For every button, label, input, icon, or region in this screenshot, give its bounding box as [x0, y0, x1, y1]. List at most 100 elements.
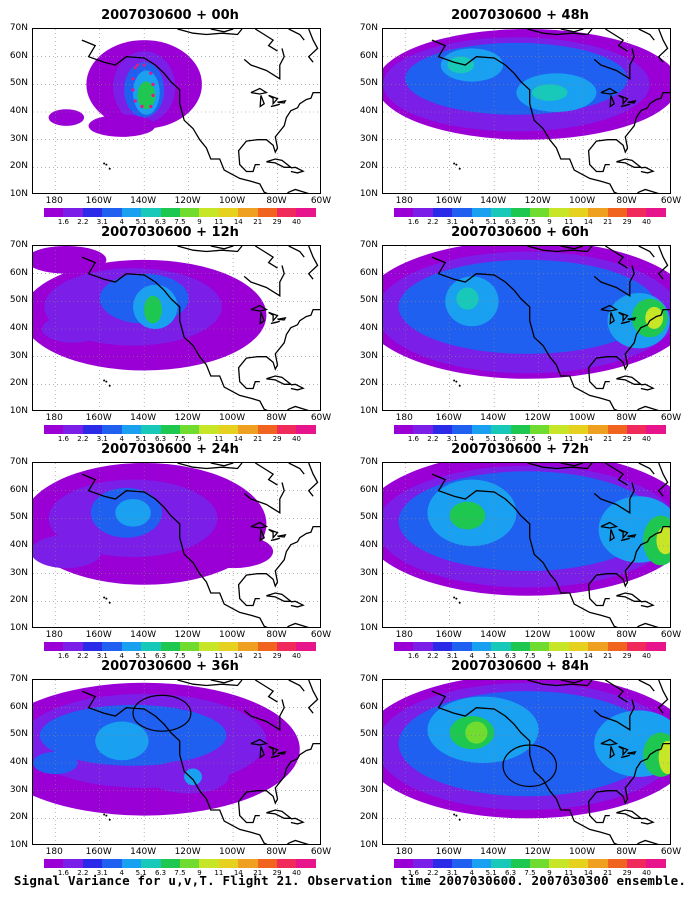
colorbar-swatch: [257, 642, 278, 651]
x-tick-label: 80W: [266, 413, 287, 423]
coastline: [286, 405, 310, 410]
colorbar-swatch: [296, 425, 316, 434]
lake-outline: [609, 529, 615, 542]
coastline: [81, 473, 268, 627]
observation-point: [131, 88, 135, 92]
y-tick-label: 20N: [359, 812, 378, 823]
lake-outline: [620, 537, 630, 542]
colorbar-swatch: [471, 859, 492, 868]
colorbar-label: 4: [469, 435, 474, 443]
coastline: [254, 680, 278, 703]
coastline: [307, 463, 319, 497]
observation-point: [149, 104, 153, 109]
colorbar-swatch: [588, 208, 608, 217]
colorbar-swatch: [296, 859, 316, 868]
lake-outline: [277, 534, 287, 538]
colorbar-swatch: [510, 208, 530, 217]
colorbar-swatch: [432, 859, 453, 868]
colorbar-swatch: [413, 859, 433, 868]
variance-map: [33, 680, 320, 844]
x-tick-label: 80W: [266, 196, 287, 206]
colorbar-swatch: [199, 425, 219, 434]
island: [453, 379, 456, 382]
y-tick-label: 70N: [9, 457, 28, 467]
colorbar: [394, 859, 666, 868]
colorbar-swatch: [549, 208, 569, 217]
y-tick-label: 60N: [359, 701, 378, 712]
y-tick-label: 10N: [9, 189, 28, 199]
lake-outline: [268, 94, 279, 106]
colorbar-label: 29: [622, 869, 632, 877]
lake-outline: [250, 738, 269, 746]
coastline: [290, 383, 305, 391]
lake-outline: [627, 100, 637, 104]
colorbar-label: 29: [272, 652, 282, 660]
colorbar-label: 40: [642, 869, 652, 877]
coastline: [604, 463, 628, 486]
lake-outline: [609, 95, 615, 108]
colorbar-label: 40: [292, 652, 302, 660]
y-tick-label: 50N: [359, 729, 378, 740]
colorbar-swatch: [179, 642, 200, 651]
island: [105, 163, 108, 166]
x-tick-label: 80W: [616, 630, 637, 640]
colorbar-label: 7.5: [174, 435, 186, 443]
colorbar-swatch: [238, 642, 258, 651]
variance-contour: [88, 114, 156, 137]
colorbar-label: 1.6: [57, 435, 69, 443]
coastline: [243, 699, 285, 731]
colorbar-swatch: [627, 859, 647, 868]
colorbar-swatch: [218, 642, 239, 651]
coastline: [587, 91, 670, 173]
colorbar-label: 7.5: [174, 218, 186, 226]
coastline: [587, 525, 670, 607]
colorbar-swatch: [607, 208, 628, 217]
colorbar-label: 9: [547, 869, 552, 877]
y-tick-label: 60N: [359, 484, 378, 495]
island: [453, 813, 456, 816]
x-tick-label: 180: [45, 196, 63, 206]
lake-outline: [250, 87, 269, 95]
colorbar-swatch: [141, 208, 161, 217]
y-tick-label: 30N: [9, 133, 28, 144]
variance-contour: [48, 109, 85, 126]
colorbar-swatch: [141, 425, 161, 434]
x-tick-label: 160W: [435, 413, 462, 423]
coastline: [604, 246, 628, 269]
coastline: [657, 463, 669, 497]
coastline: [286, 839, 310, 844]
colorbar-label: 21: [253, 869, 263, 877]
x-tick-label: 60W: [310, 630, 332, 640]
x-tick-label: 140W: [130, 413, 157, 423]
colorbar-label: 5.1: [135, 869, 147, 877]
colorbar-swatch: [607, 425, 628, 434]
colorbar-swatch: [82, 208, 103, 217]
colorbar-label: 9: [547, 652, 552, 660]
lake-outline: [277, 317, 287, 321]
colorbar-label: 4: [469, 869, 474, 877]
y-tick-label: 50N: [9, 512, 28, 523]
map-frame: [382, 245, 671, 411]
variance-contour: [33, 751, 78, 775]
coastline: [638, 463, 655, 475]
colorbar-label: 1.6: [407, 869, 419, 877]
variance-map: [383, 246, 670, 410]
observation-point: [140, 104, 144, 109]
y-tick-label: 30N: [359, 133, 378, 144]
y-tick-label: 20N: [359, 595, 378, 606]
colorbar-swatch: [218, 425, 239, 434]
coastline: [587, 308, 670, 390]
colorbar-swatch: [238, 208, 258, 217]
panel-title: 2007030600 + 72h: [451, 442, 589, 457]
lake-outline: [620, 320, 630, 325]
coastline: [616, 375, 643, 385]
lake-outline: [268, 311, 279, 323]
colorbar-swatch: [238, 425, 258, 434]
y-tick-label: 40N: [359, 323, 378, 333]
coastline: [266, 592, 293, 602]
variance-map: [383, 463, 670, 627]
colorbar-swatch: [568, 859, 589, 868]
colorbar-label: 11: [564, 652, 574, 660]
colorbar-label: 2.2: [77, 652, 89, 660]
colorbar-label: 5.1: [485, 652, 497, 660]
